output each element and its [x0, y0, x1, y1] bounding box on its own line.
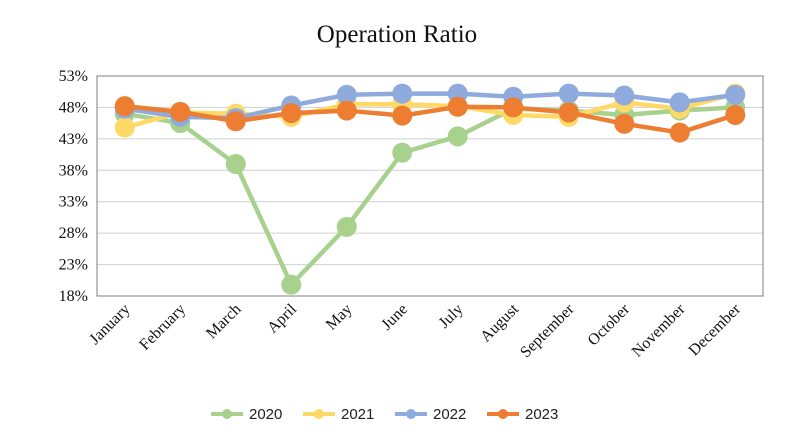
x-tick-label: June — [378, 301, 411, 334]
data-point — [336, 100, 357, 121]
chart-title: Operation Ratio — [317, 21, 477, 48]
data-point — [558, 102, 579, 123]
data-point — [281, 103, 302, 124]
data-point — [725, 84, 746, 105]
legend-marker — [498, 409, 508, 419]
legend-item: 2020 — [211, 406, 282, 423]
data-point — [392, 105, 413, 126]
grid-lines — [96, 75, 764, 297]
data-point — [725, 104, 746, 125]
legend-marker — [314, 409, 324, 419]
legend-item: 2021 — [303, 406, 374, 423]
plot-border — [96, 75, 764, 297]
data-point — [281, 274, 302, 295]
x-axis-ticks: January February March April May June July Augu… — [86, 300, 744, 361]
data-point — [669, 122, 690, 143]
legend-marker — [222, 409, 232, 419]
data-point — [225, 154, 246, 174]
legend-marker — [406, 409, 416, 419]
legend-label: 2022 — [433, 406, 466, 423]
y-tick-label: 43% — [59, 131, 88, 148]
data-point — [336, 84, 357, 105]
x-tick-label: September — [517, 300, 578, 361]
legend-label: 2021 — [341, 406, 374, 423]
series-2023 — [114, 96, 746, 143]
x-tick-label: August — [477, 300, 522, 345]
data-point — [614, 85, 635, 106]
series-line — [122, 105, 738, 287]
data-point — [669, 92, 690, 113]
data-point — [503, 97, 524, 118]
y-axis-ticks: 18% 23% 28% 33% 38% 43% 48% 53% — [59, 68, 88, 305]
x-tick-label: May — [323, 301, 356, 334]
y-tick-label: 48% — [59, 99, 88, 116]
data-point — [447, 126, 468, 147]
y-tick-label: 53% — [59, 68, 88, 85]
legend-item: 2023 — [487, 406, 558, 423]
series-group — [114, 83, 746, 295]
x-tick-label: December — [686, 300, 745, 359]
data-point — [392, 83, 413, 104]
y-tick-label: 28% — [59, 225, 88, 242]
y-tick-label: 38% — [59, 162, 88, 179]
x-tick-label: February — [136, 301, 189, 354]
y-tick-label: 33% — [59, 194, 88, 211]
y-tick-label: 18% — [59, 288, 88, 305]
data-point — [336, 216, 357, 237]
data-point — [114, 117, 135, 138]
legend-label: 2020 — [249, 406, 282, 423]
data-point — [392, 142, 413, 163]
data-point — [614, 113, 635, 134]
data-point — [170, 101, 191, 122]
x-tick-label: January — [86, 301, 133, 348]
data-point — [114, 96, 135, 117]
x-tick-label: April — [264, 300, 300, 336]
data-point — [225, 111, 246, 132]
x-tick-label: October — [585, 300, 634, 349]
y-tick-label: 23% — [59, 257, 88, 274]
legend-item: 2022 — [395, 406, 466, 423]
x-tick-label: July — [436, 301, 467, 332]
series-line — [122, 103, 738, 135]
x-tick-label: November — [629, 300, 689, 360]
x-tick-label: March — [203, 301, 245, 343]
legend: 2020 2021 2022 2023 — [211, 406, 558, 423]
legend-label: 2023 — [525, 406, 558, 423]
data-point — [558, 83, 579, 104]
data-point — [447, 96, 468, 117]
